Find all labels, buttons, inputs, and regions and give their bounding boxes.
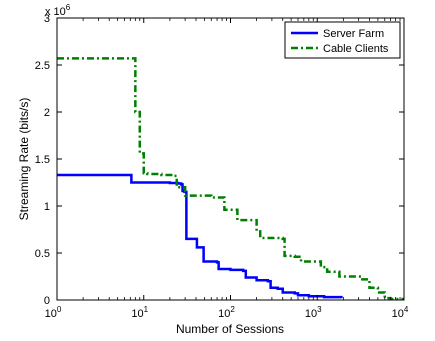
x-tick-label-3: 103: [305, 305, 322, 320]
plot-frame: [56, 17, 405, 301]
y-multiplier-label: x 106: [45, 3, 71, 18]
series-line-cable-clients: [57, 57, 404, 300]
ticks-layer: 100 101 102 103 104 0 0.5 1 1.5 2 2.5 3: [35, 13, 409, 320]
x-tick-label-4: 104: [392, 305, 409, 320]
x-tick-label-0: 100: [45, 305, 62, 320]
legend-label-cable-clients: Cable Clients: [323, 43, 389, 55]
legend-box: [284, 21, 401, 59]
legend: Server Farm Cable Clients: [284, 21, 401, 59]
x-axis-label: Number of Sessions: [176, 322, 284, 336]
legend-label-server-farm: Server Farm: [323, 28, 384, 40]
x-tick-label-1: 101: [131, 305, 148, 320]
series-line-server-farm: [57, 173, 343, 299]
y-tick-label-2: 1: [44, 201, 50, 213]
series-layer: [57, 57, 404, 300]
x-tick-label-2: 102: [218, 305, 235, 320]
y-tick-label-4: 2: [44, 107, 50, 119]
y-tick-label-1: 0.5: [35, 248, 50, 260]
y-tick-label-6: 3: [44, 13, 50, 25]
y-axis-label: Streaming Rate (bits/s): [17, 98, 31, 221]
y-tick-label-5: 2.5: [35, 60, 50, 72]
y-tick-label-0: 0: [44, 295, 50, 307]
y-tick-label-3: 1.5: [35, 154, 50, 166]
y-multiplier-exponent: 6: [66, 3, 71, 12]
